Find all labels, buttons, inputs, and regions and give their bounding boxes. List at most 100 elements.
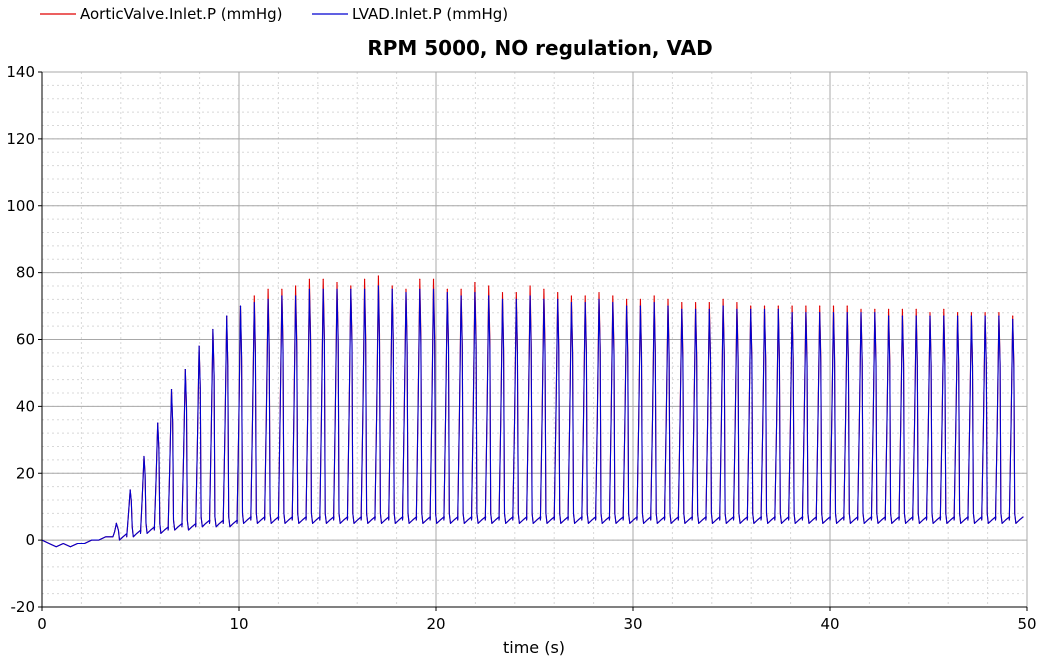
series-0-peak-point bbox=[667, 298, 669, 300]
x-tick-label: 20 bbox=[426, 615, 445, 633]
x-tick-label: 10 bbox=[229, 615, 248, 633]
series-0-peak-point bbox=[598, 292, 600, 294]
series-1-peak-point bbox=[612, 302, 614, 304]
series-0-peak-point bbox=[584, 295, 586, 297]
series-1-peak-point bbox=[819, 312, 821, 314]
y-tick-label: -20 bbox=[11, 598, 36, 616]
series-0-peak-point bbox=[929, 312, 931, 314]
series-0-peak-point bbox=[777, 305, 779, 307]
series-1-peak-point bbox=[184, 368, 186, 371]
series-1-peak-point bbox=[888, 315, 890, 317]
series-1-peak-point bbox=[984, 315, 986, 317]
x-tick-label: 30 bbox=[623, 615, 642, 633]
series-1-peak-point bbox=[791, 312, 793, 314]
series-0-peak-point bbox=[750, 305, 752, 307]
series-1-peak-point bbox=[653, 302, 655, 304]
y-tick-label: 0 bbox=[25, 531, 35, 549]
series-0-peak-point bbox=[805, 305, 807, 307]
x-axis-label: time (s) bbox=[503, 638, 565, 657]
series-0-peak-point bbox=[460, 288, 462, 290]
legend: AorticValve.Inlet.P (mmHg) LVAD.Inlet.P … bbox=[40, 5, 508, 23]
series-1-peak-point bbox=[157, 422, 159, 424]
series-1-peak-point bbox=[460, 295, 462, 297]
series-0-peak-point bbox=[970, 312, 972, 314]
series-1-peak-point bbox=[874, 312, 876, 314]
y-tick-label: 60 bbox=[16, 331, 35, 349]
series-1-peak-point bbox=[129, 489, 131, 491]
series-0-peak-point bbox=[763, 305, 766, 307]
y-tick-label: 120 bbox=[6, 130, 35, 148]
series-1-peak-point bbox=[253, 302, 255, 304]
series-1-peak-point bbox=[943, 315, 945, 317]
y-tick-label: 40 bbox=[16, 397, 35, 415]
series-1-peak-point bbox=[557, 298, 559, 300]
y-tick-label: 140 bbox=[6, 63, 35, 81]
series-1-peak-point bbox=[226, 315, 228, 317]
series-0-peak-point bbox=[570, 295, 573, 297]
series-0-peak-point bbox=[901, 308, 904, 311]
series-layer bbox=[41, 275, 1024, 548]
series-0-peak-point bbox=[267, 288, 269, 290]
y-tick-label: 100 bbox=[6, 197, 35, 215]
series-1-peak-point bbox=[212, 328, 214, 331]
series-1-peak-point bbox=[626, 305, 628, 307]
series-1-peak-point bbox=[708, 308, 710, 311]
series-0-peak-point bbox=[488, 285, 490, 287]
series-1-peak-point bbox=[529, 295, 531, 297]
series-0-peak-point bbox=[557, 292, 559, 294]
series-0-peak-point bbox=[253, 295, 255, 297]
series-1-peak-point bbox=[584, 302, 586, 304]
chart-title: RPM 5000, NO regulation, VAD bbox=[367, 36, 712, 60]
series-1-peak-point bbox=[846, 312, 848, 314]
series-0-peak-point bbox=[501, 292, 504, 294]
series-1-peak-point bbox=[777, 308, 779, 311]
series-0-peak-point bbox=[308, 278, 311, 280]
series-0-peak-point bbox=[432, 278, 435, 280]
series-0-peak-point bbox=[984, 312, 986, 314]
series-1-peak-point bbox=[763, 308, 766, 311]
series-0-peak-point bbox=[915, 308, 917, 311]
series-1-peak-point bbox=[405, 292, 407, 294]
series-0-peak-point bbox=[722, 298, 724, 300]
series-0-peak-point bbox=[336, 282, 338, 284]
series-1-peak-point bbox=[639, 305, 641, 307]
series-0-peak-point bbox=[446, 288, 448, 290]
series-1-peak-point bbox=[377, 285, 379, 287]
series-0-peak-point bbox=[681, 302, 683, 304]
series-0-peak-point bbox=[736, 302, 738, 304]
series-1-peak-point bbox=[474, 292, 476, 294]
series-1-peak-point bbox=[694, 308, 697, 311]
series-1-peak-point bbox=[543, 298, 545, 300]
series-1-peak-point bbox=[1012, 318, 1014, 321]
series-1-peak-point bbox=[239, 305, 242, 307]
series-0-peak-point bbox=[281, 288, 283, 290]
series-0-peak-point bbox=[363, 278, 366, 280]
series-0-peak-point bbox=[350, 285, 352, 287]
series-1-peak-point bbox=[750, 308, 752, 311]
series-0-peak-point bbox=[846, 305, 848, 307]
legend-label-aortic: AorticValve.Inlet.P (mmHg) bbox=[80, 5, 283, 23]
series-1-peak-point bbox=[336, 288, 338, 290]
series-0-peak-point bbox=[377, 275, 379, 277]
series-1-peak-point bbox=[267, 298, 269, 300]
series-1-peak-point bbox=[915, 315, 917, 317]
series-1-peak-point bbox=[143, 455, 145, 458]
x-tick-label: 40 bbox=[820, 615, 839, 633]
series-1-peak-point bbox=[170, 389, 173, 391]
series-0-peak-point bbox=[832, 305, 835, 307]
series-1-peak-point bbox=[363, 288, 366, 290]
series-1-peak-point bbox=[419, 288, 421, 290]
x-tick-label: 0 bbox=[37, 615, 47, 633]
series-1-peak-point bbox=[446, 292, 448, 294]
series-0-peak-point bbox=[956, 312, 959, 314]
series-1-peak-point bbox=[901, 315, 904, 317]
series-0-peak-point bbox=[791, 305, 793, 307]
series-1-peak-point bbox=[998, 315, 1000, 317]
series-0-peak-point bbox=[474, 282, 476, 284]
series-line-1 bbox=[41, 285, 1024, 548]
series-0-peak-point bbox=[419, 278, 421, 280]
series-1-peak-point bbox=[115, 522, 117, 525]
